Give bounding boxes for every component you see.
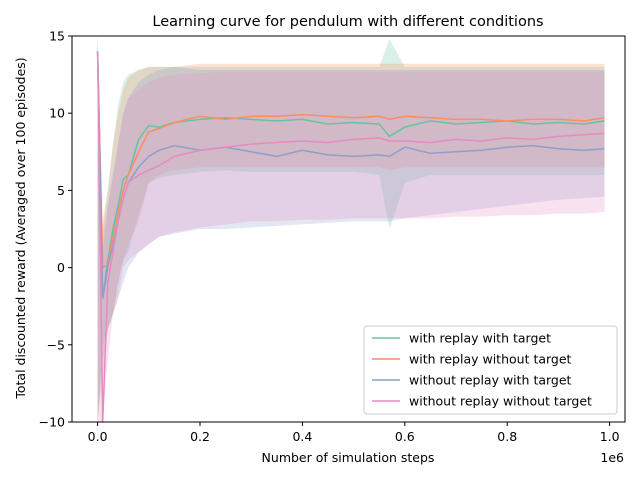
x-axis-scale-label: 1e6 bbox=[600, 450, 624, 465]
y-tick-label: −10 bbox=[39, 415, 65, 430]
y-tick-label: 15 bbox=[49, 29, 65, 44]
band-series-2 bbox=[97, 36, 605, 422]
legend-entry-label: with replay with target bbox=[409, 331, 551, 346]
x-tick-label: 0.0 bbox=[88, 429, 108, 444]
line-series-4 bbox=[96, 51, 605, 422]
y-tick-label: 0 bbox=[57, 260, 65, 275]
band-series-1 bbox=[97, 36, 605, 422]
line-series-2 bbox=[96, 51, 605, 269]
y-tick-label: 10 bbox=[49, 106, 65, 121]
y-axis-label: Total discounted reward (Averaged over 1… bbox=[13, 57, 28, 399]
confidence-bands bbox=[97, 36, 605, 422]
legend-entry-label: with replay without target bbox=[409, 352, 572, 367]
x-tick-label: 0.6 bbox=[395, 429, 415, 444]
chart-title: Learning curve for pendulum with differe… bbox=[152, 14, 543, 30]
x-tick-label: 1.0 bbox=[600, 429, 620, 444]
y-axis-ticks: −10 −5 0 5 10 15 bbox=[39, 29, 72, 430]
series-lines bbox=[96, 51, 605, 422]
x-tick-label: 0.8 bbox=[497, 429, 517, 444]
y-tick-label: 5 bbox=[57, 183, 65, 198]
x-axis-label: Number of simulation steps bbox=[262, 450, 435, 465]
line-series-1 bbox=[96, 51, 605, 299]
x-tick-label: 0.4 bbox=[292, 429, 312, 444]
x-axis-ticks: 0.0 0.2 0.4 0.6 0.8 1.0 bbox=[88, 422, 620, 444]
x-tick-label: 0.2 bbox=[190, 429, 210, 444]
legend: with replay with target with replay witho… bbox=[363, 325, 618, 415]
band-series-4 bbox=[97, 36, 605, 422]
y-tick-label: −5 bbox=[47, 337, 65, 352]
legend-box bbox=[363, 325, 618, 415]
plot-frame bbox=[71, 35, 626, 423]
plot-area bbox=[96, 36, 605, 422]
legend-entry-label: without replay without target bbox=[409, 394, 592, 409]
legend-entry-label: without replay with target bbox=[409, 373, 572, 388]
band-series-3 bbox=[97, 36, 605, 422]
